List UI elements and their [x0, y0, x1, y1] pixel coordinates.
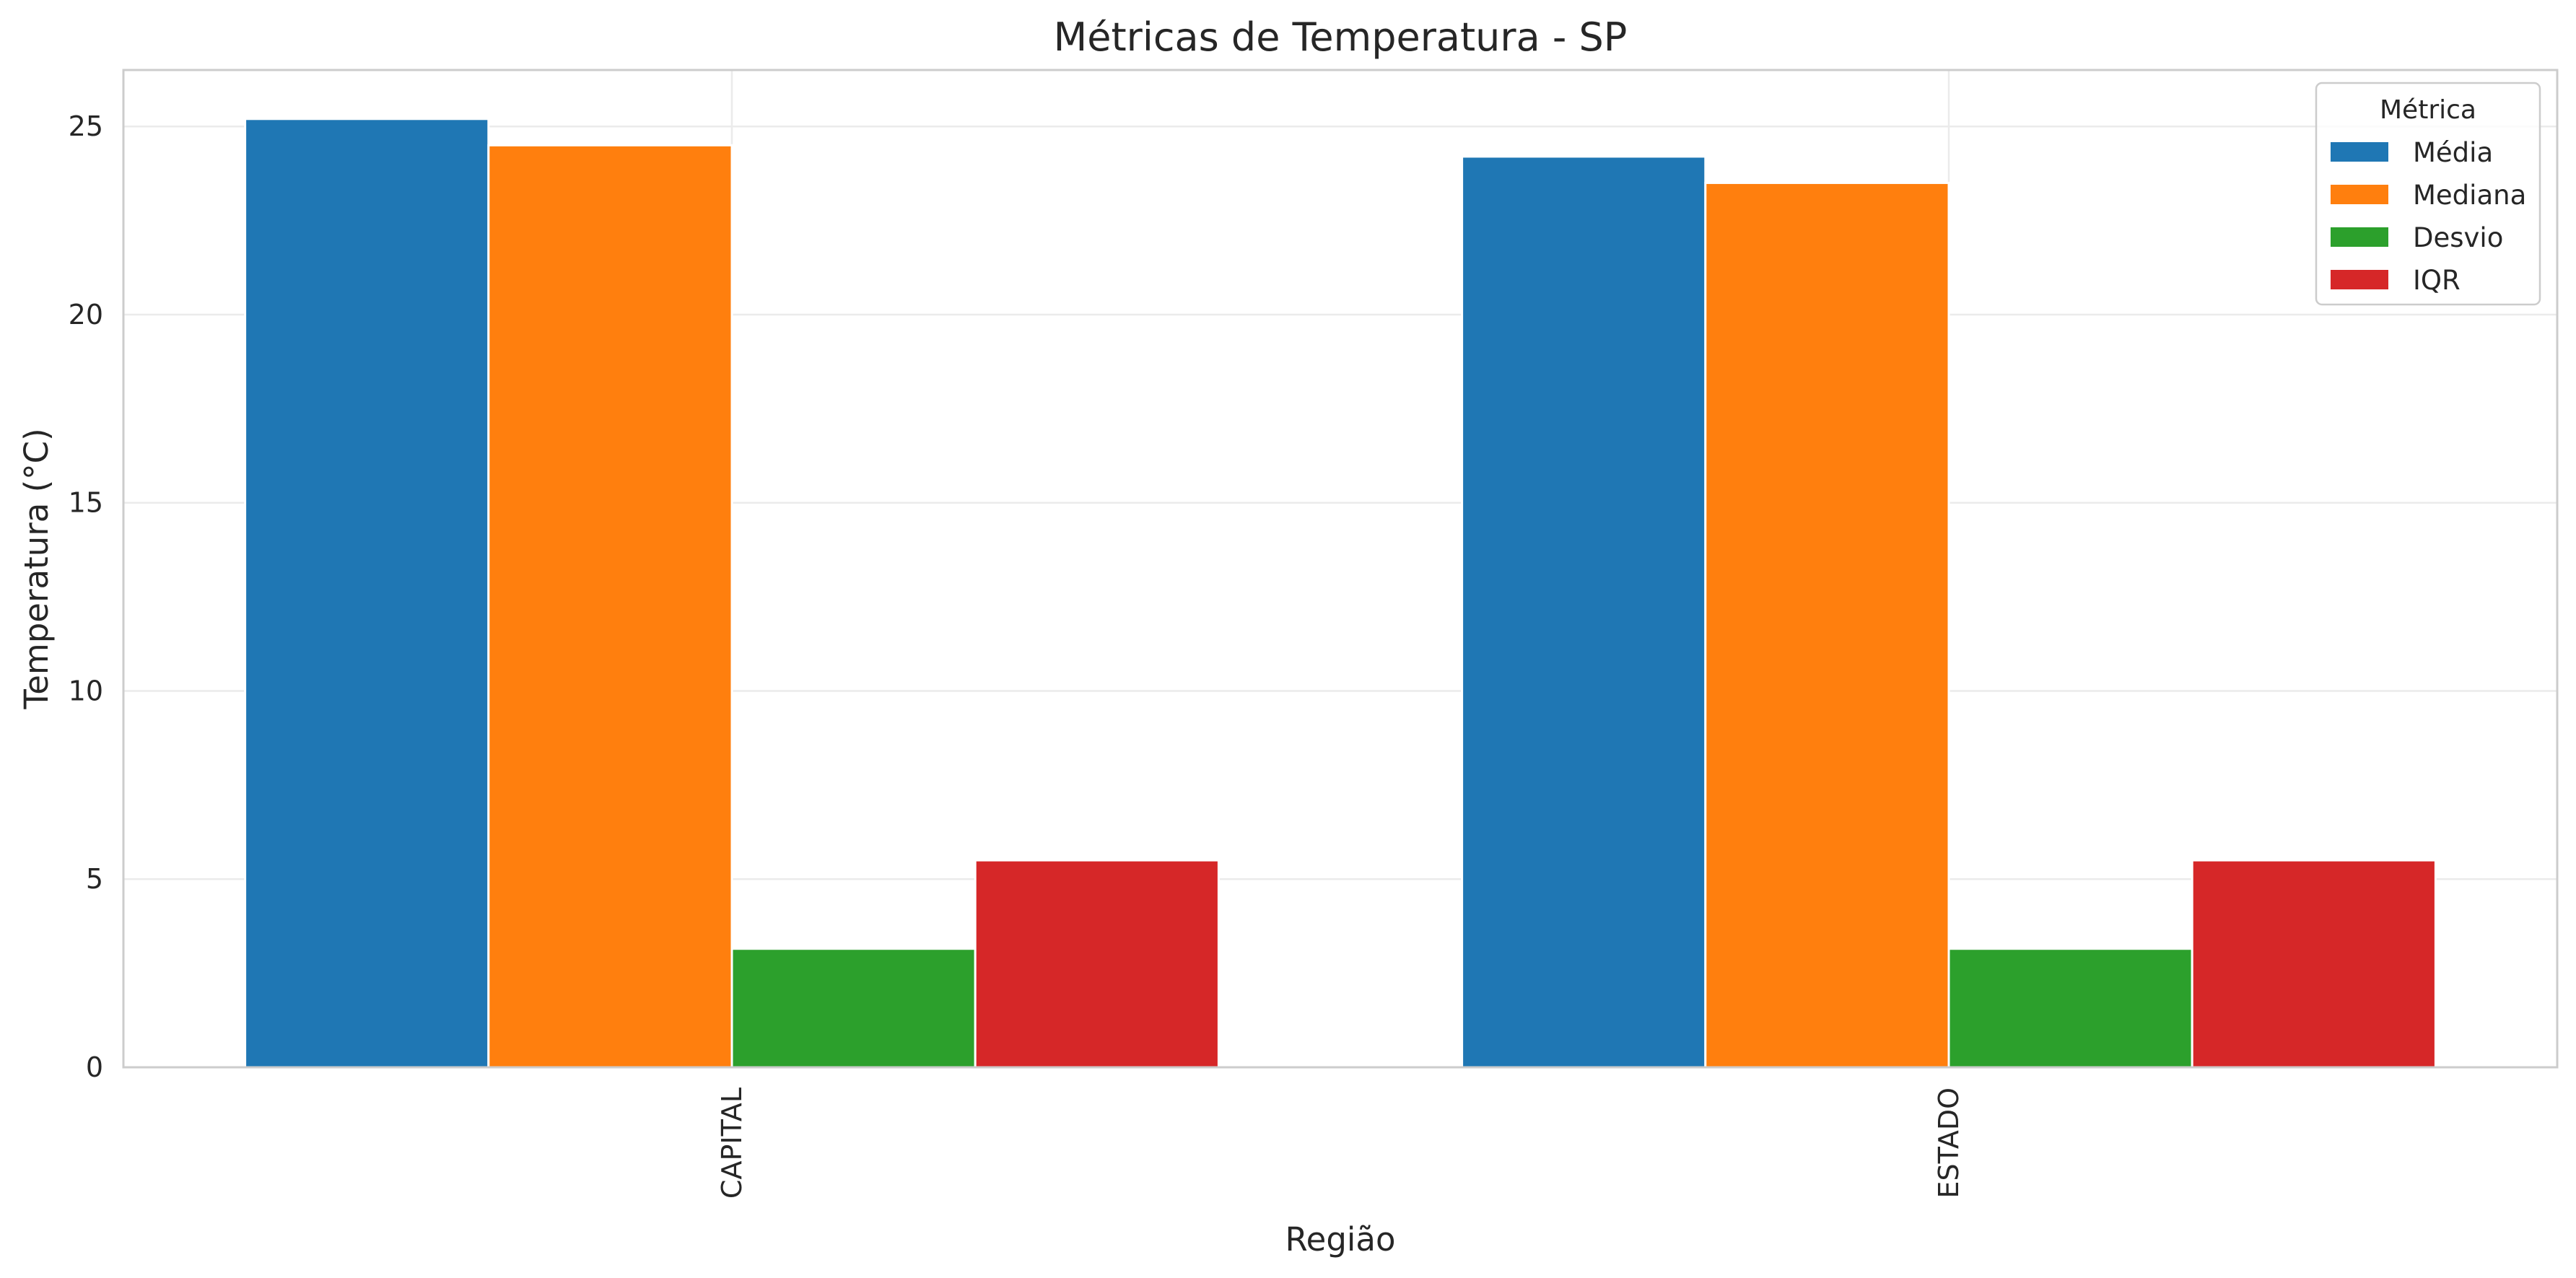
bar-capital-2	[730, 947, 977, 1069]
x-tick-label: ESTADO	[1933, 1087, 1965, 1199]
legend-box	[2315, 82, 2541, 306]
legend-swatch-2	[2331, 227, 2388, 247]
y-tick-label: 5	[86, 863, 103, 895]
y-axis-label: Temperatura (°C)	[17, 428, 56, 709]
legend: Métrica Média Mediana Desvio IQR	[2315, 82, 2541, 306]
legend-swatch-3	[2331, 270, 2388, 289]
bar-estado-2	[1947, 947, 2193, 1069]
x-tick-label: CAPITAL	[716, 1087, 748, 1199]
legend-swatch-0	[2331, 142, 2388, 162]
bars	[244, 118, 2437, 1069]
legend-label-2: Desvio	[2413, 222, 2503, 253]
y-axis-ticks: 0 5 10 15 20 25	[69, 110, 103, 1083]
bar-capital-3	[974, 859, 1220, 1069]
legend-title: Métrica	[2380, 95, 2476, 125]
legend-label-0: Média	[2413, 137, 2493, 168]
bar-estado-1	[1704, 181, 1950, 1069]
y-tick-label: 20	[69, 299, 103, 331]
y-tick-label: 10	[69, 675, 103, 706]
y-tick-label: 15	[69, 487, 103, 519]
plot-frame	[122, 69, 2559, 1069]
chart-title: Métricas de Temperatura - SP	[1054, 14, 1628, 60]
y-tick-label: 25	[69, 110, 103, 142]
bar-estado-3	[2191, 859, 2437, 1069]
bar-capital-0	[244, 118, 490, 1069]
x-axis-ticks: CAPITAL ESTADO	[716, 1087, 1965, 1199]
x-axis-label: Região	[1285, 1220, 1395, 1259]
y-tick-label: 0	[86, 1051, 103, 1083]
legend-swatch-1	[2331, 185, 2388, 204]
legend-label-1: Mediana	[2413, 180, 2526, 211]
bar-capital-1	[487, 144, 733, 1069]
legend-label-3: IQR	[2413, 265, 2461, 296]
bar-estado-0	[1461, 155, 1707, 1069]
